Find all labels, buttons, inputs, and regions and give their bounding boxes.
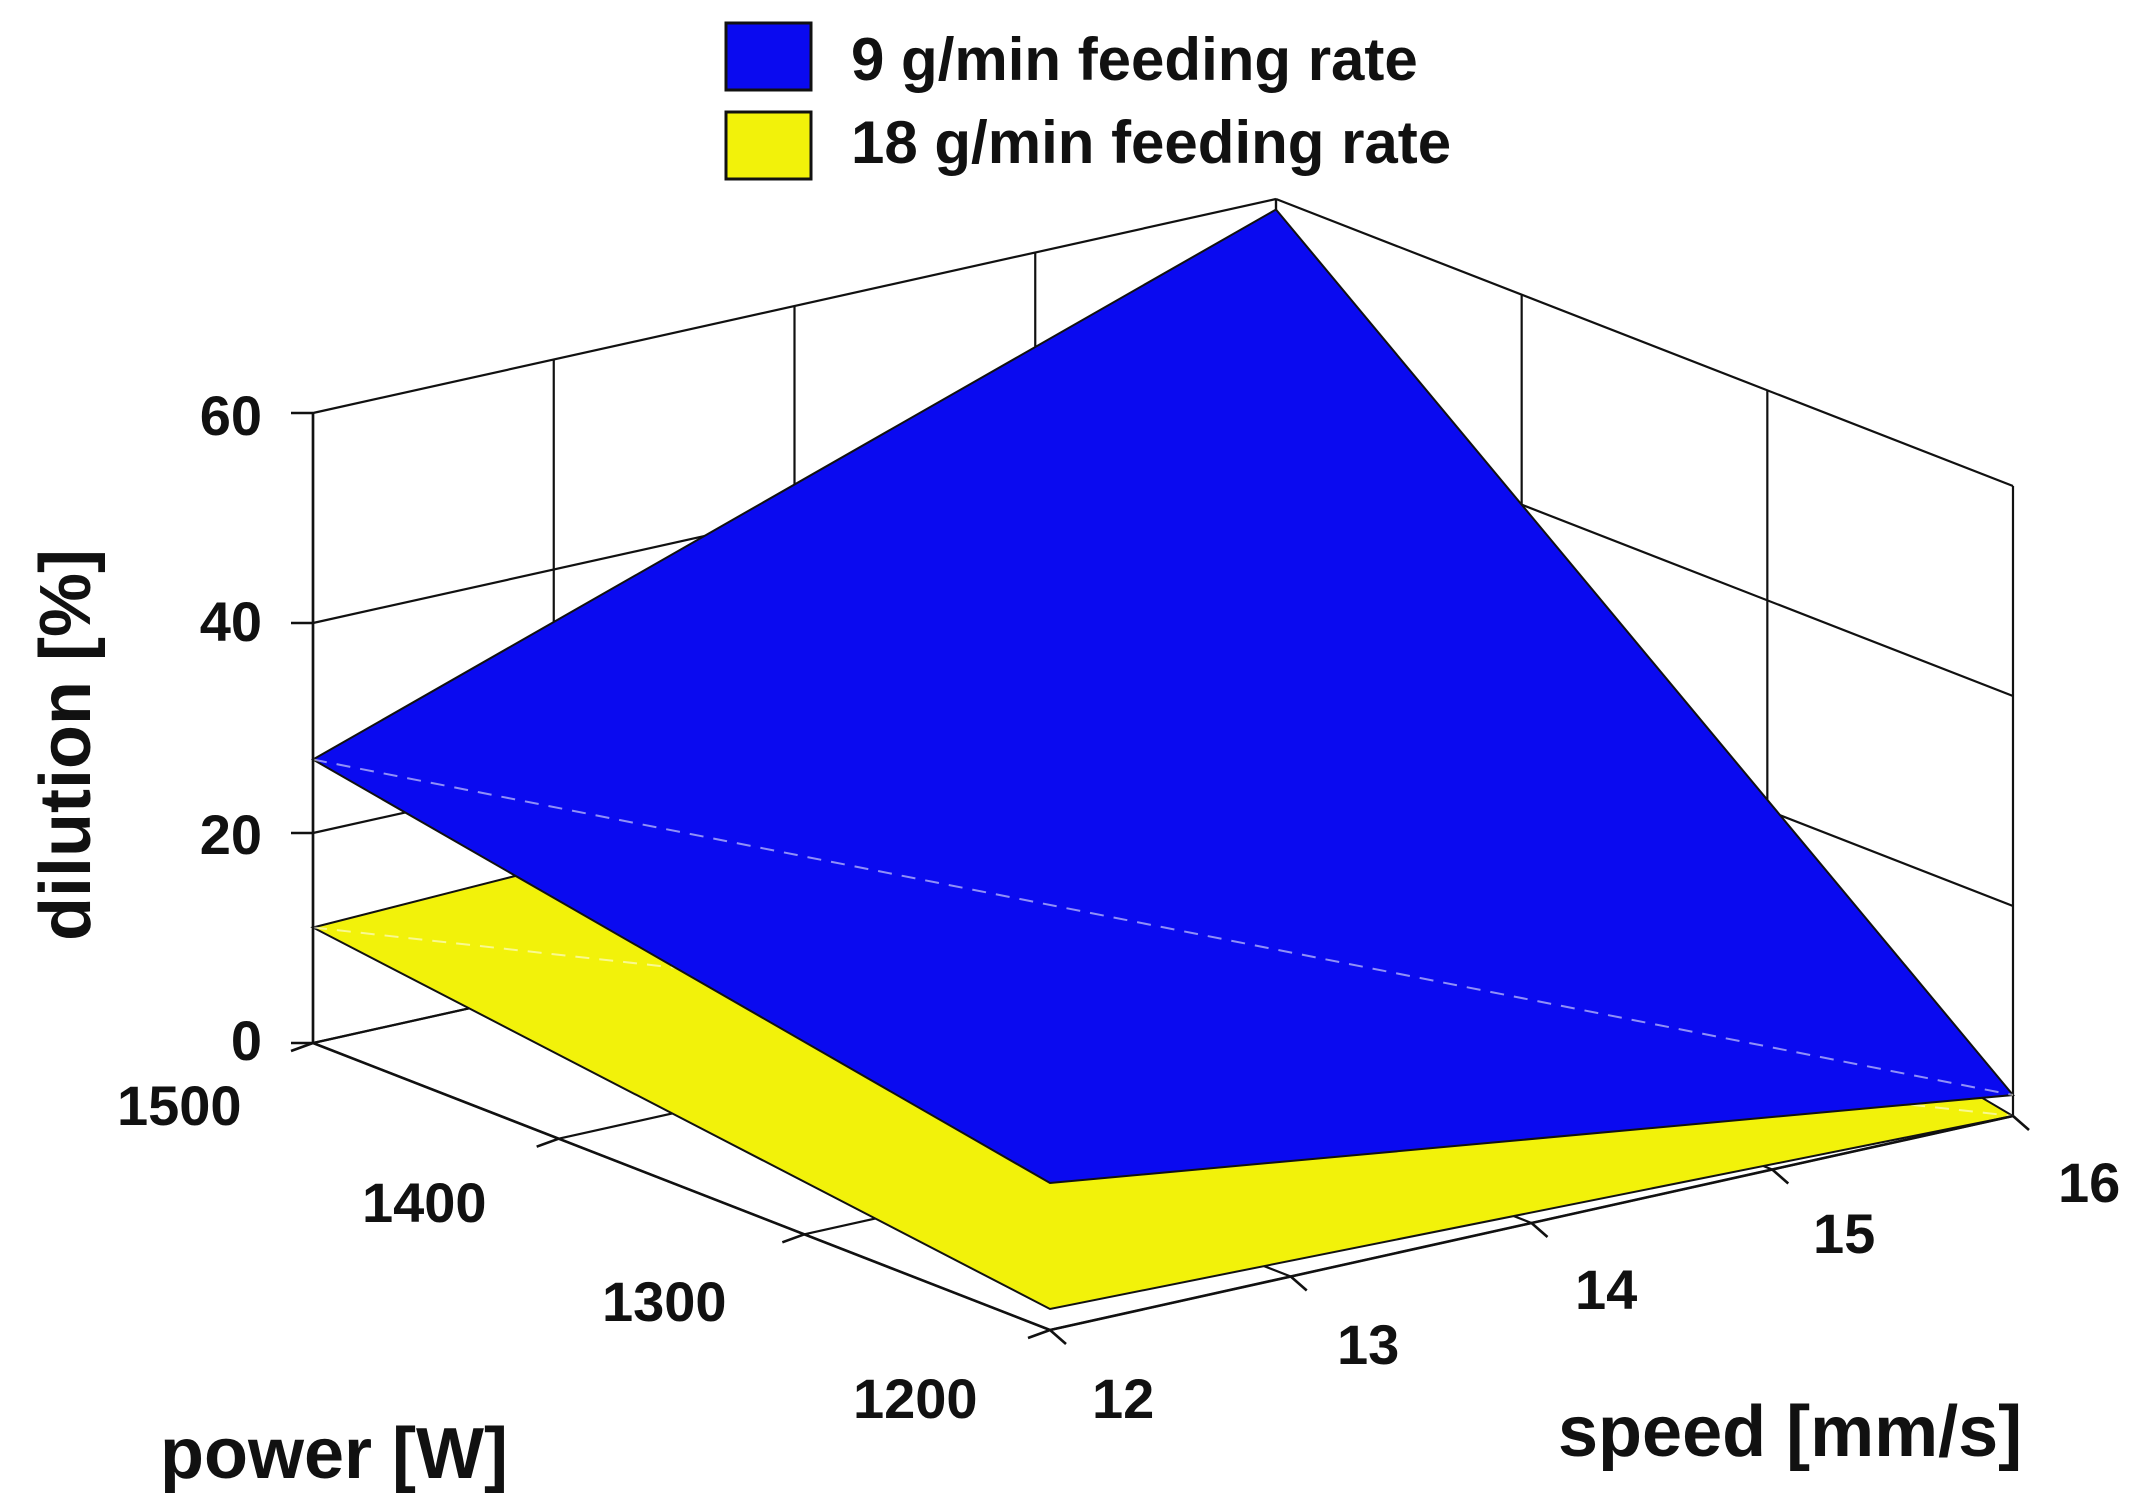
x-tick-label: 14 (1575, 1258, 1637, 1321)
right-wall-z-gridline (1275, 197, 2014, 488)
z-axis-title: dilution [%] (26, 549, 106, 941)
z-tick-labels: 60 40 20 0 (200, 384, 262, 1072)
y-tick-label: 1400 (362, 1171, 487, 1234)
z-tick-label: 0 (231, 1009, 262, 1072)
legend-swatch-series-1 (724, 21, 813, 92)
y-tick-label: 1300 (602, 1270, 727, 1333)
speed-tick-mark (1530, 1222, 1549, 1238)
speed-tick-mark (1049, 1329, 1067, 1345)
z-tick-label: 20 (200, 803, 262, 866)
x-tick-label: 13 (1337, 1313, 1399, 1376)
front-edges (290, 413, 2030, 1345)
power-tick-mark (536, 1137, 560, 1148)
power-tick-mark (290, 1041, 314, 1053)
x-tick-labels: 12 13 14 15 16 (1092, 1151, 2120, 1430)
power-tick-mark (781, 1233, 805, 1244)
y-tick-labels: 1500 1400 1300 1200 (117, 1074, 978, 1430)
surfaces (310, 208, 2016, 1311)
x-tick-label: 15 (1813, 1202, 1875, 1265)
power-tick-mark (1027, 1328, 1051, 1340)
surface-seam-series-1 (312, 758, 2014, 1096)
y-axis-title: power [W] (160, 1414, 508, 1494)
x-axis-title: speed [mm/s] (1558, 1392, 2022, 1472)
legend-swatch-series-2 (724, 110, 813, 181)
z-tick-label: 60 (200, 384, 262, 447)
x-tick-label: 12 (1092, 1367, 1154, 1430)
legend-label-series-1: 9 g/min feeding rate (851, 26, 1418, 93)
x-tick-label: 16 (2058, 1151, 2120, 1214)
legend: 9 g/min feeding rate 18 g/min feeding ra… (724, 21, 1451, 181)
speed-tick-mark (1771, 1168, 1790, 1185)
speed-tick-mark (2012, 1115, 2030, 1131)
y-tick-label: 1500 (117, 1074, 242, 1137)
legend-label-series-2: 18 g/min feeding rate (851, 109, 1451, 176)
z-tick-label: 40 (200, 590, 262, 653)
speed-tick-mark (1289, 1275, 1308, 1292)
power-axis-line (312, 1041, 1051, 1332)
y-tick-label: 1200 (853, 1367, 978, 1430)
